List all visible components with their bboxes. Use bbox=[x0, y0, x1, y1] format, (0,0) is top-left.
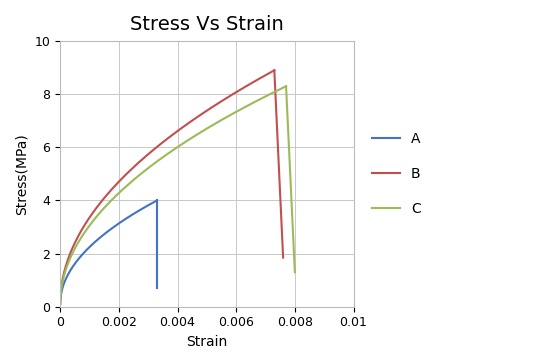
Y-axis label: Stress(MPa): Stress(MPa) bbox=[15, 133, 29, 215]
Legend: A, B, C: A, B, C bbox=[366, 127, 426, 221]
Title: Stress Vs Strain: Stress Vs Strain bbox=[130, 15, 283, 34]
X-axis label: Strain: Strain bbox=[186, 335, 227, 349]
